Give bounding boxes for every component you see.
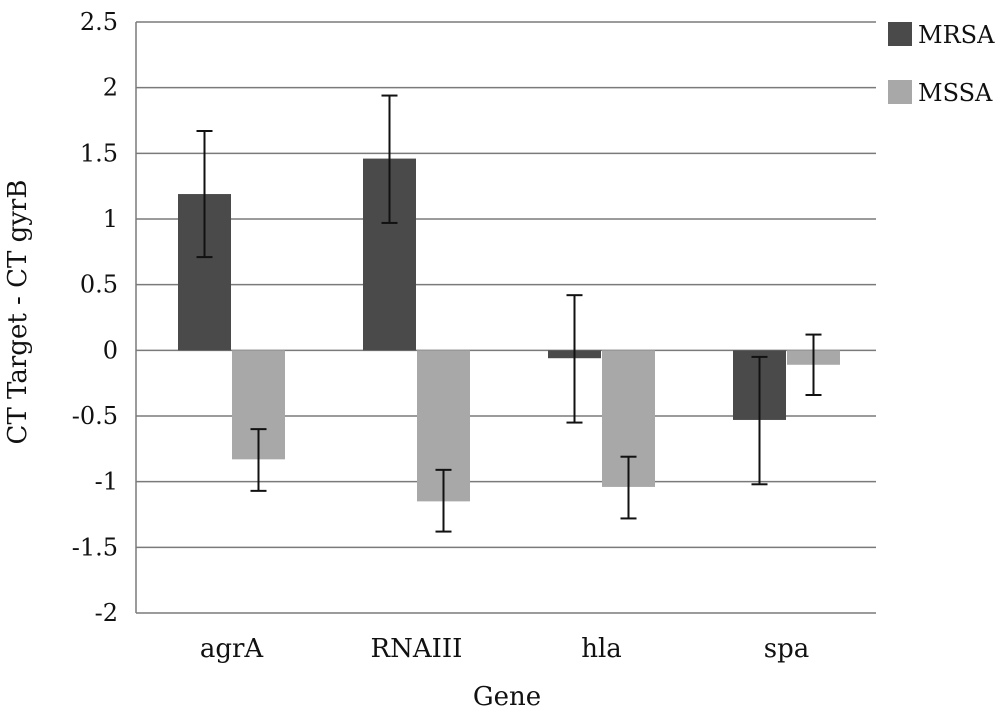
legend: MRSA MSSA <box>888 21 995 107</box>
error-bar-mrsa-agra <box>196 130 213 259</box>
y-tick-label: -0.5 <box>72 402 118 430</box>
legend-label-mrsa: MRSA <box>918 21 995 49</box>
bars <box>178 158 840 502</box>
y-tick-label: 1 <box>103 205 118 233</box>
y-tick-label: 1.5 <box>80 139 118 167</box>
x-category-label-spa: spa <box>764 634 810 664</box>
x-category-label-hla: hla <box>581 634 622 664</box>
x-category-label-rnaiii: RNAIII <box>371 634 463 664</box>
y-tick-label: -2 <box>95 599 118 627</box>
error-bar-mrsa-spa <box>751 355 768 486</box>
error-bars <box>196 94 822 533</box>
x-category-label-agra: agrA <box>200 634 265 664</box>
x-axis-title: Gene <box>473 682 541 712</box>
legend-swatch-mssa <box>888 80 912 104</box>
error-bar-mssa-rnaiii <box>435 468 452 533</box>
x-category-labels: agrA RNAIII hla spa <box>200 634 809 664</box>
y-tick-label: -1 <box>95 468 118 496</box>
y-tick-label: 2 <box>103 74 118 102</box>
y-tick-label: 0.5 <box>80 271 118 299</box>
error-bar-mrsa-rnaiii <box>381 94 398 224</box>
error-bar-mssa-spa <box>805 333 822 396</box>
y-tick-labels: 2.5 2 1.5 1 0.5 0 -0.5 -1 -1.5 -2 <box>72 8 118 627</box>
gridlines <box>136 21 876 614</box>
y-tick-label: -1.5 <box>72 533 118 561</box>
error-bar-mssa-hla <box>620 455 637 520</box>
error-bar-mssa-agra <box>250 428 267 492</box>
error-bar-mrsa-hla <box>566 294 583 424</box>
y-tick-label: 0 <box>103 336 118 364</box>
y-axis-title: CT Target - CT gyrB <box>3 180 33 445</box>
legend-swatch-mrsa <box>888 22 912 46</box>
legend-label-mssa: MSSA <box>918 79 993 107</box>
y-tick-label: 2.5 <box>80 8 118 36</box>
